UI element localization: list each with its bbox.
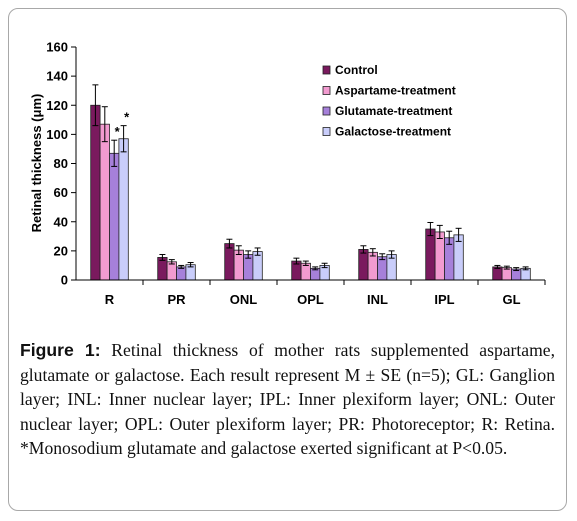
x-tick-label: ONL xyxy=(230,292,258,307)
y-tick-label: 100 xyxy=(46,127,68,142)
x-tick-label: IPL xyxy=(434,292,454,307)
legend-entry: Galactose-treatment xyxy=(335,125,451,139)
bar xyxy=(358,249,369,281)
y-tick-label: 40 xyxy=(54,214,68,229)
y-tick-label: 160 xyxy=(46,40,68,55)
bar xyxy=(176,266,187,281)
y-tick-label: 120 xyxy=(46,98,68,113)
bar xyxy=(224,243,235,281)
significance-marker: * xyxy=(115,124,121,139)
y-tick-label: 20 xyxy=(54,243,68,258)
x-tick-label: GL xyxy=(502,292,520,307)
bar xyxy=(377,256,388,281)
bar xyxy=(109,152,120,281)
y-axis-title: Retinal thickness (μm) xyxy=(29,94,44,233)
legend-swatch xyxy=(322,106,331,116)
bar xyxy=(118,138,129,281)
figure-caption: Figure 1: Retinal thickness of mother ra… xyxy=(20,338,555,461)
x-tick-label: INL xyxy=(367,292,388,307)
bar xyxy=(367,251,378,281)
caption-text: Retinal thickness of mother rats supplem… xyxy=(20,340,556,458)
bar xyxy=(90,104,101,281)
legend-swatch xyxy=(322,127,331,136)
bar-chart: 0 20 40 60 80 100 120 140 160 R PR ONL OPL INL IPL GL **… xyxy=(29,40,546,307)
legend-swatch xyxy=(322,86,331,95)
x-tick-label: OPL xyxy=(297,292,324,307)
bar xyxy=(252,251,263,281)
bar xyxy=(425,228,436,281)
caption-lead: Figure 1: xyxy=(20,340,101,360)
legend-entry: Aspartame-treatment xyxy=(335,84,456,98)
bar xyxy=(99,123,110,281)
y-tick-label: 80 xyxy=(54,156,68,171)
bar xyxy=(492,266,503,281)
legend-entry: Glutamate-treatment xyxy=(335,104,452,118)
x-tick-label: R xyxy=(105,292,115,307)
y-tick-label: 60 xyxy=(54,185,68,200)
legend-swatch xyxy=(322,65,331,75)
bar xyxy=(166,261,177,281)
y-tick-label: 0 xyxy=(61,273,68,288)
legend-entry: Control xyxy=(335,63,378,77)
x-tick-label: PR xyxy=(167,292,186,307)
bar xyxy=(434,231,445,281)
significance-marker: * xyxy=(124,110,130,125)
y-tick-label: 140 xyxy=(46,69,68,84)
